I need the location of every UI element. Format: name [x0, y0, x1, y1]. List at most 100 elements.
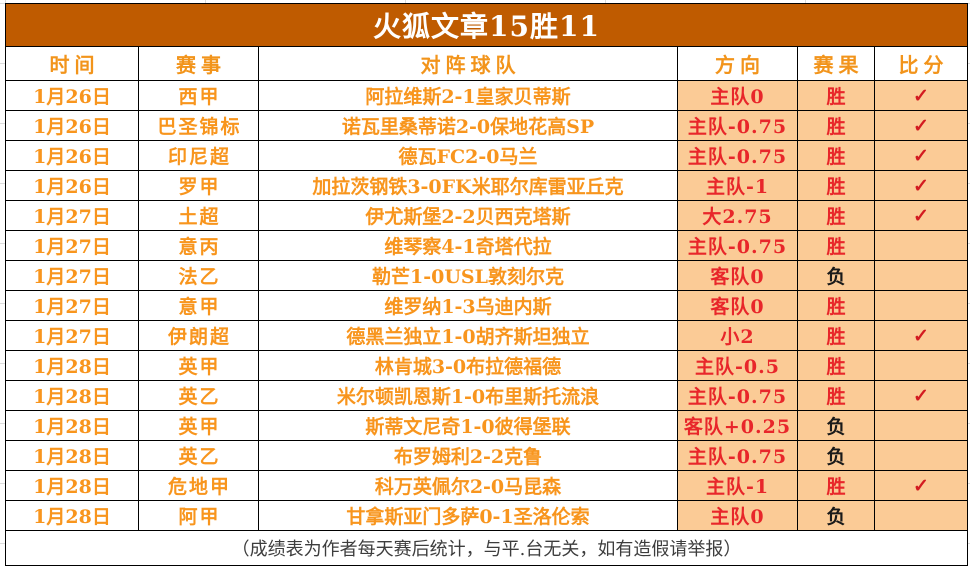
cell-result: 胜 — [797, 170, 875, 201]
cell-score: ✓ — [873, 140, 969, 171]
cell-direction: 主队-0.75 — [677, 110, 798, 141]
cell-direction: 客队+0.25 — [677, 410, 798, 441]
table-row: 1月28日 阿甲 甘拿斯亚门多萨0-1圣洛伦索 主队0 负 — [5, 500, 969, 531]
cell-match: 维罗纳1-3乌迪内斯 — [258, 290, 678, 321]
cell-direction: 主队-1 — [677, 470, 798, 501]
cell-result: 负 — [797, 500, 875, 531]
title-row: 火狐文章15胜11 — [4, 3, 969, 47]
cell-match: 林肯城3-0布拉德福德 — [258, 350, 678, 381]
cell-score — [873, 290, 969, 321]
cell-direction: 主队-0.75 — [677, 440, 798, 471]
table-row: 1月27日 土超 伊尤斯堡2-2贝西克塔斯 大2.75 胜 ✓ — [5, 200, 969, 231]
table-row: 1月26日 西甲 阿拉维斯2-1皇家贝蒂斯 主队0 胜 ✓ — [5, 80, 969, 111]
cell-result: 胜 — [797, 380, 875, 411]
cell-league: 英乙 — [138, 440, 259, 471]
cell-score: ✓ — [873, 320, 969, 351]
cell-score — [873, 500, 969, 531]
table-row: 1月28日 英乙 布罗姆利2-2克鲁 主队-0.75 负 — [5, 440, 969, 471]
cell-match: 布罗姆利2-2克鲁 — [258, 440, 678, 471]
cell-league: 巴圣锦标 — [138, 110, 259, 141]
cell-direction: 小2 — [677, 320, 798, 351]
cell-score — [873, 440, 969, 471]
table-row: 1月27日 伊朗超 德黑兰独立1-0胡齐斯坦独立 小2 胜 ✓ — [5, 320, 969, 351]
cell-date: 1月28日 — [5, 350, 139, 381]
stats-table-container: 火狐文章15胜11 时间 赛事 对阵球队 方向 赛果 比分 1月26日 西甲 阿拉维… — [4, 3, 969, 566]
cell-league: 意甲 — [138, 290, 259, 321]
cell-direction: 主队0 — [677, 80, 798, 111]
cell-direction: 主队-0.5 — [677, 350, 798, 381]
cell-result: 胜 — [797, 350, 875, 381]
match-results-table: 火狐文章15胜11 时间 赛事 对阵球队 方向 赛果 比分 1月26日 西甲 阿拉维… — [4, 3, 969, 566]
cell-date: 1月27日 — [5, 230, 139, 261]
cell-league: 伊朗超 — [138, 320, 259, 351]
table-row: 1月28日 英甲 林肯城3-0布拉德福德 主队-0.5 胜 — [5, 350, 969, 381]
cell-match: 斯蒂文尼奇1-0彼得堡联 — [258, 410, 678, 441]
cell-league: 危地甲 — [138, 470, 259, 501]
cell-date: 1月26日 — [5, 80, 139, 111]
cell-result: 胜 — [797, 110, 875, 141]
cell-score: ✓ — [873, 470, 969, 501]
cell-score: ✓ — [873, 80, 969, 111]
cell-result: 胜 — [797, 290, 875, 321]
cell-match: 诺瓦里桑蒂诺2-0保地花高SP — [258, 110, 678, 141]
cell-result: 负 — [797, 260, 875, 291]
cell-direction: 主队-0.75 — [677, 230, 798, 261]
column-header-match: 对阵球队 — [258, 46, 678, 81]
cell-direction: 客队0 — [677, 260, 798, 291]
table-row: 1月27日 意甲 维罗纳1-3乌迪内斯 客队0 胜 — [5, 290, 969, 321]
cell-date: 1月26日 — [5, 170, 139, 201]
cell-result: 胜 — [797, 470, 875, 501]
column-header-date: 时间 — [5, 46, 139, 81]
table-row: 1月28日 危地甲 科万英佩尔2-0马昆森 主队-1 胜 ✓ — [5, 470, 969, 501]
cell-league: 英甲 — [138, 350, 259, 381]
cell-league: 法乙 — [138, 260, 259, 291]
table-row: 1月26日 印尼超 德瓦FC2-0马兰 主队-0.75 胜 ✓ — [5, 140, 969, 171]
cell-score — [873, 350, 969, 381]
cell-score — [873, 230, 969, 261]
cell-score: ✓ — [873, 110, 969, 141]
cell-score: ✓ — [873, 200, 969, 231]
cell-league: 印尼超 — [138, 140, 259, 171]
cell-direction: 主队-1 — [677, 170, 798, 201]
table-row: 1月27日 法乙 勒芒1-0USL敦刻尔克 客队0 负 — [5, 260, 969, 291]
cell-result: 负 — [797, 440, 875, 471]
cell-direction: 大2.75 — [677, 200, 798, 231]
cell-direction: 主队0 — [677, 500, 798, 531]
cell-date: 1月27日 — [5, 200, 139, 231]
column-header-result: 赛果 — [797, 46, 875, 81]
cell-match: 阿拉维斯2-1皇家贝蒂斯 — [258, 80, 678, 111]
cell-score: ✓ — [873, 170, 969, 201]
table-row: 1月26日 罗甲 加拉茨钢铁3-0FK米耶尔库雷亚丘克 主队-1 胜 ✓ — [5, 170, 969, 201]
cell-date: 1月27日 — [5, 320, 139, 351]
cell-score — [873, 260, 969, 291]
cell-league: 土超 — [138, 200, 259, 231]
page-title: 火狐文章15胜11 — [4, 3, 969, 47]
table-row: 1月28日 英甲 斯蒂文尼奇1-0彼得堡联 客队+0.25 负 — [5, 410, 969, 441]
cell-match: 德瓦FC2-0马兰 — [258, 140, 678, 171]
cell-result: 胜 — [797, 200, 875, 231]
disclaimer-note: （成绩表为作者每天赛后统计，与平.台无关，如有造假请举报） — [4, 530, 969, 566]
cell-date: 1月27日 — [5, 290, 139, 321]
cell-result: 胜 — [797, 320, 875, 351]
table-row: 1月27日 意丙 维琴察4-1奇塔代拉 主队-0.75 胜 — [5, 230, 969, 261]
cell-direction: 主队-0.75 — [677, 380, 798, 411]
cell-match: 维琴察4-1奇塔代拉 — [258, 230, 678, 261]
cell-date: 1月28日 — [5, 380, 139, 411]
header-row: 时间 赛事 对阵球队 方向 赛果 比分 — [5, 46, 969, 81]
cell-league: 西甲 — [138, 80, 259, 111]
cell-score — [873, 410, 969, 441]
cell-result: 负 — [797, 410, 875, 441]
cell-match: 勒芒1-0USL敦刻尔克 — [258, 260, 678, 291]
cell-league: 英乙 — [138, 380, 259, 411]
cell-direction: 主队-0.75 — [677, 140, 798, 171]
cell-date: 1月28日 — [5, 500, 139, 531]
cell-result: 胜 — [797, 80, 875, 111]
cell-match: 德黑兰独立1-0胡齐斯坦独立 — [258, 320, 678, 351]
table-body: 火狐文章15胜11 时间 赛事 对阵球队 方向 赛果 比分 1月26日 西甲 阿拉维… — [4, 3, 969, 531]
cell-match: 米尔顿凯恩斯1-0布里斯托流浪 — [258, 380, 678, 411]
cell-match: 伊尤斯堡2-2贝西克塔斯 — [258, 200, 678, 231]
cell-league: 意丙 — [138, 230, 259, 261]
cell-match: 甘拿斯亚门多萨0-1圣洛伦索 — [258, 500, 678, 531]
cell-score: ✓ — [873, 380, 969, 411]
